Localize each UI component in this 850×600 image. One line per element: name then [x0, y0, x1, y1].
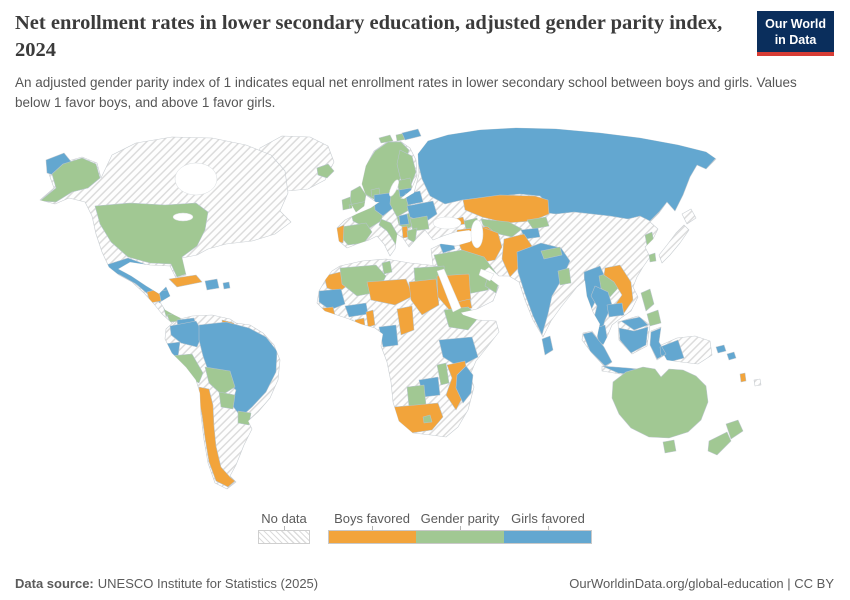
country-lesotho[interactable]: [422, 414, 433, 424]
legend-label-boys-favored: Boys favored: [334, 511, 410, 526]
country-niger[interactable]: [366, 278, 414, 306]
country-benin[interactable]: [365, 309, 376, 328]
country-vanuatu[interactable]: [739, 372, 747, 383]
legend-label-girls-favored: Girls favored: [511, 511, 585, 526]
legend-item-gender-parity[interactable]: Gender parity: [416, 511, 504, 544]
country-honduras[interactable]: [158, 288, 177, 302]
country-australia-tasmania[interactable]: [662, 439, 677, 454]
legend-swatch-girls-favored[interactable]: [504, 530, 592, 544]
owid-logo-line2: in Data: [774, 32, 817, 47]
page-title: Net enrollment rates in lower secondary …: [15, 12, 723, 62]
legend-swatch-no-data[interactable]: [258, 530, 310, 544]
owid-logo-line1: Our World: [765, 17, 826, 31]
landmass-fiji: [753, 378, 762, 387]
legend-item-no-data[interactable]: No data: [258, 511, 310, 544]
country-ivory-coast[interactable]: [339, 319, 356, 338]
country-tunisia[interactable]: [381, 260, 393, 275]
legend-tick: [459, 526, 461, 530]
country-kyrgyzstan[interactable]: [526, 216, 550, 230]
country-germany[interactable]: [373, 192, 394, 217]
country-spain[interactable]: [339, 222, 373, 246]
landmass-japan-honshu: [658, 224, 690, 264]
country-tanzania[interactable]: [438, 336, 479, 368]
legend-tick: [371, 526, 373, 530]
hudson-bay: [174, 162, 218, 196]
persian-gulf: [478, 268, 495, 282]
red-sea: [436, 268, 462, 313]
landmass-japan-hokkaido: [681, 208, 697, 225]
chart-footer: Data source: UNESCO Institute for Statist…: [15, 576, 834, 591]
country-chad[interactable]: [408, 278, 440, 316]
country-madagascar[interactable]: [455, 365, 474, 404]
world-map[interactable]: [0, 124, 850, 510]
country-australia[interactable]: [611, 366, 709, 439]
legend-label-gender-parity: Gender parity: [420, 511, 500, 526]
country-colombia[interactable]: [169, 320, 204, 348]
country-cameroon[interactable]: [396, 305, 415, 336]
country-romania-bulgaria[interactable]: [409, 215, 430, 232]
country-kazakhstan[interactable]: [462, 194, 550, 224]
country-sri-lanka[interactable]: [541, 335, 554, 356]
country-ukraine[interactable]: [406, 200, 438, 224]
owid-logo: Our World in Data: [757, 11, 834, 57]
data-source-text: UNESCO Institute for Statistics (2025): [97, 576, 319, 591]
country-serbia[interactable]: [398, 213, 410, 226]
country-taiwan[interactable]: [648, 252, 657, 263]
country-mauritania[interactable]: [318, 288, 346, 311]
country-puerto-rico[interactable]: [222, 281, 231, 290]
great-lakes: [172, 212, 194, 222]
black-sea: [432, 216, 462, 230]
map-layer-seas: [172, 162, 495, 313]
country-bangladesh[interactable]: [557, 267, 572, 286]
legend-tick: [283, 526, 285, 530]
legend-item-girls-favored[interactable]: Girls favored: [504, 511, 592, 544]
country-uruguay[interactable]: [237, 410, 252, 426]
country-bolivia[interactable]: [204, 366, 236, 396]
country-nepal[interactable]: [540, 246, 563, 260]
data-source: Data source: UNESCO Institute for Statist…: [15, 576, 318, 591]
country-paraguay[interactable]: [218, 391, 236, 410]
legend-color-bar: Boys favored Gender parity Girls favored: [328, 511, 592, 544]
country-new-zealand[interactable]: [707, 419, 744, 456]
country-guinea[interactable]: [318, 315, 342, 332]
country-botswana[interactable]: [406, 384, 427, 408]
legend-label-no-data: No data: [261, 511, 307, 526]
caspian-sea: [470, 219, 484, 249]
country-liberia[interactable]: [329, 332, 344, 344]
chart-subtitle: An adjusted gender parity index of 1 ind…: [15, 75, 797, 111]
country-cambodia[interactable]: [606, 302, 625, 318]
country-iceland[interactable]: [316, 163, 335, 179]
baltic-sea: [389, 179, 399, 197]
attribution-link[interactable]: OurWorldinData.org/global-education | CC…: [569, 576, 834, 591]
country-chile[interactable]: [198, 386, 236, 488]
legend-swatch-boys-favored[interactable]: [328, 530, 416, 544]
country-senegal[interactable]: [314, 306, 336, 318]
data-source-label: Data source:: [15, 576, 94, 591]
country-cuba[interactable]: [168, 274, 203, 288]
country-solomon-islands[interactable]: [715, 344, 737, 361]
country-ecuador[interactable]: [163, 341, 181, 358]
country-united-states-alaska[interactable]: [40, 157, 101, 203]
legend-tick: [547, 526, 549, 530]
legend-item-boys-favored[interactable]: Boys favored: [328, 511, 416, 544]
country-russia-novaya-zemlya[interactable]: [401, 128, 422, 141]
country-ghana[interactable]: [354, 317, 367, 338]
map-legend: No data Boys favored Gender parity Girls…: [0, 511, 850, 544]
country-malawi[interactable]: [436, 362, 450, 386]
legend-swatch-gender-parity[interactable]: [416, 530, 504, 544]
country-sierra-leone[interactable]: [320, 328, 333, 339]
country-brazil[interactable]: [198, 321, 278, 418]
country-india[interactable]: [516, 242, 571, 336]
